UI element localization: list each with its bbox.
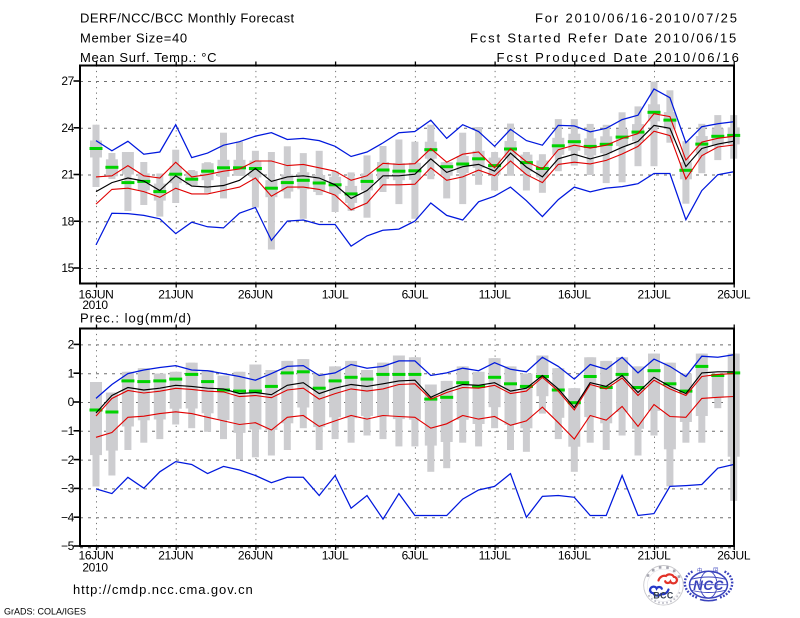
svg-text:21JUL: 21JUL [638,549,672,563]
svg-text:26JUL: 26JUL [717,288,751,302]
svg-text:−4: −4 [61,510,75,524]
svg-text:Fcst Produced Date 2010/06/16: Fcst Produced Date 2010/06/16 [497,50,741,65]
svg-text:26JUN: 26JUN [238,288,273,302]
svg-text:−3: −3 [61,482,75,496]
svg-text:−2: −2 [61,453,75,467]
svg-text:15: 15 [61,261,74,275]
svg-text:DERF/NCC/BCC Monthly Forecast: DERF/NCC/BCC Monthly Forecast [80,11,295,26]
svg-text:国: 国 [713,568,719,575]
svg-text:http://cmdp.ncc.cma.gov.cn: http://cmdp.ncc.cma.gov.cn [73,582,254,597]
svg-text:Mean Surf. Temp.: °C: Mean Surf. Temp.: °C [80,50,217,65]
svg-text:For 2010/06/16-2010/07/25: For 2010/06/16-2010/07/25 [535,11,739,26]
svg-text:21JUN: 21JUN [158,288,193,302]
svg-text:27: 27 [61,74,74,88]
svg-text:16JUL: 16JUL [558,288,592,302]
svg-text:21JUL: 21JUL [638,288,672,302]
svg-text:26JUL: 26JUL [717,549,751,563]
svg-text:21JUN: 21JUN [158,549,193,563]
svg-text:2010: 2010 [82,561,108,575]
svg-text:16JUN: 16JUN [79,549,114,563]
svg-text:−5: −5 [61,539,75,553]
svg-text:Prec.: log(mm/d): Prec.: log(mm/d) [80,311,192,326]
svg-text:16JUL: 16JUL [558,549,592,563]
svg-text:NCC: NCC [693,578,724,593]
svg-text:−1: −1 [61,424,75,438]
svg-text:2: 2 [68,338,75,352]
svg-text:GrADS: COLA/IGES: GrADS: COLA/IGES [4,607,86,617]
svg-text:11JUL: 11JUL [479,288,512,302]
svg-text:1: 1 [68,366,75,380]
svg-text:11JUL: 11JUL [479,549,512,563]
svg-text:BCC: BCC [653,591,674,601]
svg-text:26JUN: 26JUN [238,549,273,563]
svg-text:24: 24 [61,121,74,135]
svg-text:6JUL: 6JUL [402,288,429,302]
svg-text:18: 18 [61,214,74,228]
svg-text:0: 0 [68,395,75,409]
svg-text:Member Size=40: Member Size=40 [80,31,188,46]
svg-text:2010: 2010 [82,298,108,312]
svg-text:1JUL: 1JUL [322,549,349,563]
svg-text:Fcst Started Refer Date 2010/0: Fcst Started Refer Date 2010/06/15 [470,31,738,46]
svg-text:1JUL: 1JUL [322,288,349,302]
svg-text:16JUN: 16JUN [79,288,114,302]
svg-text:21: 21 [61,168,74,182]
svg-text:中: 中 [697,567,703,575]
svg-text:6JUL: 6JUL [402,549,429,563]
